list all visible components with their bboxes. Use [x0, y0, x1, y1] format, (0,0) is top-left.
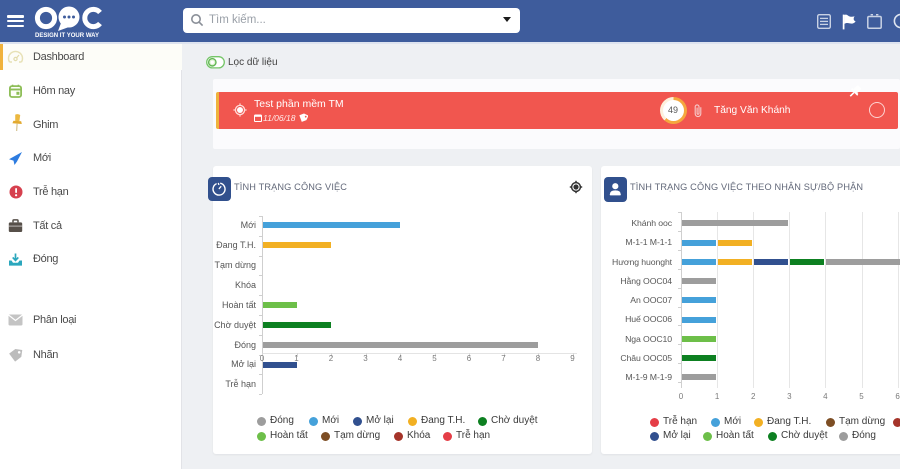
- svg-text:DESIGN IT YOUR WAY: DESIGN IT YOUR WAY: [35, 32, 100, 39]
